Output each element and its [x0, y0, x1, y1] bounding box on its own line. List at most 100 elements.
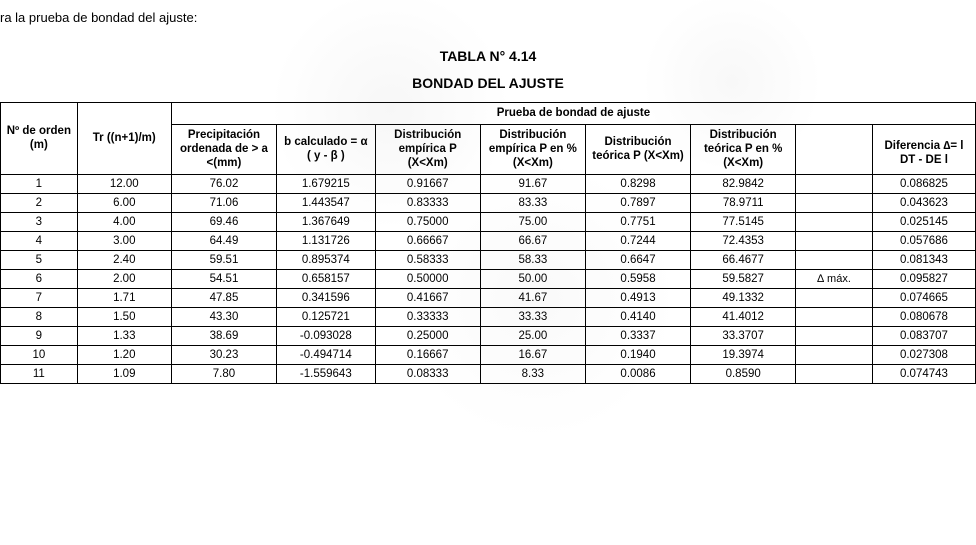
cell-precip: 64.49 [171, 231, 276, 250]
table-row: 43.0064.491.1317260.6666766.670.724472.4… [1, 231, 976, 250]
cell-precip: 76.02 [171, 174, 276, 193]
cell-de_pct: 8.33 [480, 364, 585, 383]
cell-note [796, 250, 873, 269]
cell-diff: 0.074743 [872, 364, 975, 383]
cell-tr: 2.40 [77, 250, 171, 269]
cell-m: 2 [1, 193, 78, 212]
cell-dt_pct: 66.4677 [691, 250, 796, 269]
cell-diff: 0.027308 [872, 345, 975, 364]
cell-diff: 0.081343 [872, 250, 975, 269]
cell-precip: 59.51 [171, 250, 276, 269]
col-header-group: Prueba de bondad de ajuste [171, 103, 975, 124]
cell-tr: 12.00 [77, 174, 171, 193]
cell-dt_pct: 0.8590 [691, 364, 796, 383]
cell-note [796, 212, 873, 231]
cell-m: 3 [1, 212, 78, 231]
cell-de_p: 0.08333 [375, 364, 480, 383]
cell-precip: 30.23 [171, 345, 276, 364]
cell-dt_pct: 77.5145 [691, 212, 796, 231]
col-header-de-pct: Distribución empírica P en % (X<Xm) [480, 124, 585, 174]
cell-de_pct: 50.00 [480, 269, 585, 288]
cell-dt_p: 0.7897 [585, 193, 690, 212]
cell-dt_pct: 59.5827 [691, 269, 796, 288]
cell-m: 4 [1, 231, 78, 250]
cell-de_p: 0.25000 [375, 326, 480, 345]
cell-dt_pct: 41.4012 [691, 307, 796, 326]
cell-b: 0.125721 [277, 307, 376, 326]
cell-b: 1.443547 [277, 193, 376, 212]
cell-dt_p: 0.1940 [585, 345, 690, 364]
table-row: 112.0076.021.6792150.9166791.670.829882.… [1, 174, 976, 193]
table-row: 26.0071.061.4435470.8333383.330.789778.9… [1, 193, 976, 212]
cell-b: 0.895374 [277, 250, 376, 269]
cell-note [796, 174, 873, 193]
cell-de_pct: 75.00 [480, 212, 585, 231]
header-row-group: Nº de orden (m) Tr ((n+1)/m) Prueba de b… [1, 103, 976, 124]
intro-text: ra la prueba de bondad del ajuste: [0, 0, 976, 25]
cell-tr: 1.71 [77, 288, 171, 307]
table-row: 71.7147.850.3415960.4166741.670.491349.1… [1, 288, 976, 307]
cell-note: ∆ máx. [796, 269, 873, 288]
cell-tr: 1.50 [77, 307, 171, 326]
cell-dt_pct: 49.1332 [691, 288, 796, 307]
cell-note [796, 231, 873, 250]
cell-tr: 1.09 [77, 364, 171, 383]
table-row: 111.097.80-1.5596430.083338.330.00860.85… [1, 364, 976, 383]
cell-diff: 0.025145 [872, 212, 975, 231]
cell-precip: 54.51 [171, 269, 276, 288]
cell-b: 0.658157 [277, 269, 376, 288]
cell-dt_p: 0.4913 [585, 288, 690, 307]
table-caption: BONDAD DEL AJUSTE [0, 70, 976, 97]
cell-b: 1.131726 [277, 231, 376, 250]
cell-tr: 6.00 [77, 193, 171, 212]
col-header-precip: Precipitación ordenada de > a <(mm) [171, 124, 276, 174]
col-header-de-p: Distribución empírica P (X<Xm) [375, 124, 480, 174]
cell-de_p: 0.33333 [375, 307, 480, 326]
cell-dt_p: 0.4140 [585, 307, 690, 326]
cell-dt_p: 0.0086 [585, 364, 690, 383]
cell-diff: 0.086825 [872, 174, 975, 193]
cell-dt_pct: 19.3974 [691, 345, 796, 364]
cell-de_pct: 83.33 [480, 193, 585, 212]
table-row: 52.4059.510.8953740.5833358.330.664766.4… [1, 250, 976, 269]
cell-dt_p: 0.6647 [585, 250, 690, 269]
cell-b: -0.093028 [277, 326, 376, 345]
cell-de_pct: 91.67 [480, 174, 585, 193]
cell-precip: 43.30 [171, 307, 276, 326]
table-number: TABLA N° 4.14 [0, 43, 976, 70]
cell-de_p: 0.58333 [375, 250, 480, 269]
cell-diff: 0.095827 [872, 269, 975, 288]
cell-de_p: 0.50000 [375, 269, 480, 288]
col-header-dt-p: Distribución teórica P (X<Xm) [585, 124, 690, 174]
cell-tr: 1.33 [77, 326, 171, 345]
cell-de_p: 0.41667 [375, 288, 480, 307]
table-row: 101.2030.23-0.4947140.1666716.670.194019… [1, 345, 976, 364]
col-header-tr: Tr ((n+1)/m) [77, 103, 171, 175]
cell-precip: 71.06 [171, 193, 276, 212]
col-header-dt-pct: Distribución teórica P en % (X<Xm) [691, 124, 796, 174]
cell-diff: 0.074665 [872, 288, 975, 307]
cell-tr: 3.00 [77, 231, 171, 250]
col-header-note [796, 124, 873, 174]
col-header-m: Nº de orden (m) [1, 103, 78, 175]
table-row: 81.5043.300.1257210.3333333.330.414041.4… [1, 307, 976, 326]
cell-note [796, 364, 873, 383]
col-header-b: b calculado = α ( y - β ) [277, 124, 376, 174]
cell-de_p: 0.83333 [375, 193, 480, 212]
cell-m: 9 [1, 326, 78, 345]
cell-m: 7 [1, 288, 78, 307]
cell-de_p: 0.16667 [375, 345, 480, 364]
cell-dt_p: 0.7751 [585, 212, 690, 231]
cell-diff: 0.080678 [872, 307, 975, 326]
cell-tr: 1.20 [77, 345, 171, 364]
cell-de_pct: 16.67 [480, 345, 585, 364]
table-titles: TABLA N° 4.14 BONDAD DEL AJUSTE [0, 43, 976, 96]
cell-b: -1.559643 [277, 364, 376, 383]
cell-b: 1.367649 [277, 212, 376, 231]
cell-de_p: 0.66667 [375, 231, 480, 250]
cell-b: 0.341596 [277, 288, 376, 307]
cell-precip: 38.69 [171, 326, 276, 345]
cell-de_pct: 58.33 [480, 250, 585, 269]
cell-precip: 7.80 [171, 364, 276, 383]
col-header-diff: Diferencia ∆= l DT - DE l [872, 124, 975, 174]
